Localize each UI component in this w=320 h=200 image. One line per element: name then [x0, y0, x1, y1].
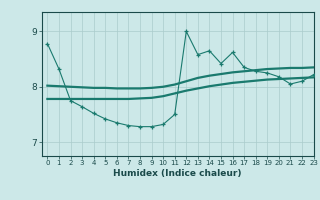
- X-axis label: Humidex (Indice chaleur): Humidex (Indice chaleur): [113, 169, 242, 178]
